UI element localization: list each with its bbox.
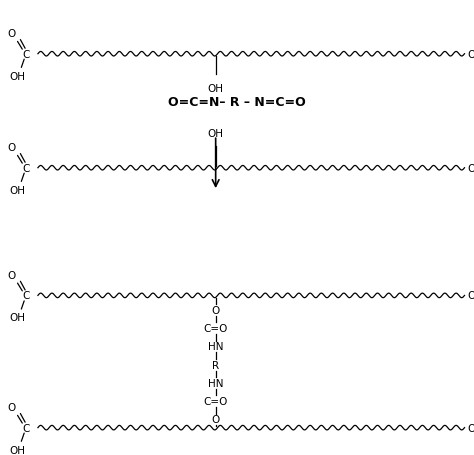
Text: O: O bbox=[8, 29, 16, 39]
Text: C: C bbox=[22, 291, 30, 301]
Text: O: O bbox=[8, 270, 16, 280]
Text: OH: OH bbox=[9, 185, 26, 195]
Text: C: C bbox=[22, 163, 30, 173]
Text: OH: OH bbox=[467, 163, 474, 173]
Text: O: O bbox=[211, 415, 220, 425]
Text: OH: OH bbox=[9, 71, 26, 81]
Text: HN: HN bbox=[208, 378, 223, 388]
Text: O: O bbox=[8, 143, 16, 153]
Text: OH: OH bbox=[467, 423, 474, 433]
Text: OH: OH bbox=[467, 291, 474, 301]
Text: C: C bbox=[22, 50, 30, 60]
Text: O: O bbox=[8, 402, 16, 412]
Text: OH: OH bbox=[9, 313, 26, 323]
Text: OH: OH bbox=[9, 445, 26, 455]
Text: C=O: C=O bbox=[203, 396, 228, 406]
Text: C=O: C=O bbox=[203, 324, 228, 334]
Text: OH: OH bbox=[467, 50, 474, 60]
Text: OH: OH bbox=[208, 129, 224, 139]
Text: O: O bbox=[211, 305, 220, 315]
Text: O=C=N– R – N=C=O: O=C=N– R – N=C=O bbox=[168, 96, 306, 109]
Text: C: C bbox=[22, 423, 30, 433]
Text: HN: HN bbox=[208, 342, 223, 352]
Text: R: R bbox=[212, 360, 219, 370]
Text: OH: OH bbox=[208, 84, 224, 94]
